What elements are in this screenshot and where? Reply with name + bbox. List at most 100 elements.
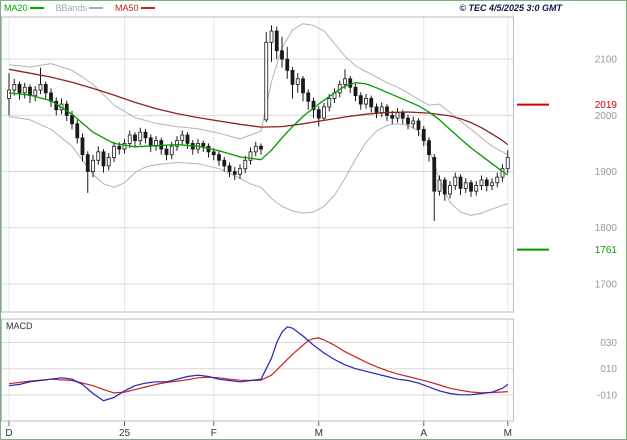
candle-body	[85, 154, 90, 172]
price-axis-label: 2000	[595, 111, 618, 122]
legend-item-ma50: MA50	[115, 2, 155, 14]
x-axis-label: 25	[119, 428, 131, 439]
candle-body	[211, 151, 216, 156]
candle-body	[169, 145, 174, 156]
candle-body	[427, 140, 431, 156]
bb-upper-line	[8, 23, 509, 156]
candle-body	[458, 176, 463, 189]
macd-axis-label: -010	[597, 390, 617, 401]
candle-body	[122, 143, 127, 150]
ma20-line	[8, 82, 509, 176]
candle-body	[143, 131, 148, 139]
candle-body	[33, 89, 38, 97]
candle-body	[453, 176, 458, 186]
candle-body	[180, 134, 185, 142]
legend: MA20 BBands MA50	[4, 2, 155, 14]
candle-body	[22, 86, 27, 94]
candle-body	[248, 151, 253, 161]
candle-body	[316, 109, 321, 119]
candle-body	[106, 157, 111, 167]
support-label: 1761	[595, 245, 618, 256]
candle-body	[185, 134, 190, 144]
candle-body	[243, 159, 248, 170]
macd-panel-title: MACD	[6, 321, 33, 331]
legend-bbands-label: BBands	[55, 3, 88, 13]
candle-body	[217, 154, 221, 161]
candle-body	[432, 157, 437, 192]
ma20-line-swatch-icon	[29, 7, 44, 9]
price-axis-label: 1800	[595, 223, 618, 234]
candle-body	[343, 78, 347, 85]
candle-body	[96, 151, 101, 161]
candle-body	[311, 100, 316, 111]
candle-body	[448, 185, 452, 195]
candle-body	[469, 182, 473, 192]
candle-body	[127, 134, 132, 144]
candle-body	[227, 165, 232, 172]
macd-line	[8, 326, 509, 402]
candle-body	[101, 151, 106, 167]
candle-body	[374, 106, 379, 113]
candle-body	[80, 137, 85, 156]
candle-body	[390, 114, 395, 119]
candle-body	[43, 84, 48, 94]
candle-body	[505, 157, 510, 170]
candle-body	[306, 92, 311, 102]
price-axis-label: 1900	[595, 167, 618, 178]
candle-body	[364, 98, 368, 105]
candle-body	[358, 95, 363, 105]
candle-body	[442, 179, 447, 195]
x-axis-label: D	[5, 428, 12, 439]
candle-body	[495, 176, 500, 184]
candle-body	[133, 134, 137, 142]
candle-body	[479, 179, 484, 186]
x-axis-label: F	[211, 428, 217, 439]
legend-item-bbands: BBands	[56, 2, 104, 14]
price-axis-label: 2100	[595, 55, 618, 66]
candle-body	[75, 123, 80, 139]
candle-body	[369, 98, 374, 108]
copyright-text: © TEC 4/5/2025 3:0 GMT	[459, 3, 562, 13]
candle-body	[91, 159, 95, 172]
x-axis-label: A	[420, 428, 427, 439]
ma50-line	[8, 68, 509, 146]
candle-body	[285, 58, 290, 71]
candle-body	[322, 106, 326, 119]
candle-body	[484, 179, 489, 186]
legend-ma20-label: MA20	[4, 3, 28, 13]
candle-body	[353, 86, 358, 97]
ma50-line-swatch-icon	[140, 7, 155, 9]
candle-body	[175, 140, 179, 147]
candle-body	[274, 30, 279, 52]
price-axis-label: 1700	[595, 279, 618, 290]
candle-body	[7, 89, 11, 99]
candle-body	[253, 145, 258, 153]
candle-body	[301, 78, 305, 94]
macd-axis-label: 010	[600, 364, 617, 375]
price-panel-frame	[1, 16, 514, 313]
candle-body	[148, 137, 153, 147]
candle-body	[379, 106, 384, 113]
candle-body	[406, 117, 410, 125]
candle-body	[138, 131, 143, 142]
candle-body	[264, 41, 269, 121]
candle-body	[290, 69, 295, 85]
resistance-label: 2019	[595, 100, 618, 111]
macd-panel-frame	[1, 318, 514, 422]
candle-body	[17, 84, 22, 94]
candle-body	[474, 185, 479, 192]
candle-body	[437, 179, 442, 192]
x-axis-label: M	[504, 428, 512, 439]
candle-body	[238, 168, 242, 175]
candle-body	[463, 182, 468, 189]
candle-body	[400, 112, 405, 119]
x-axis-label: M	[315, 428, 323, 439]
candle-body	[416, 120, 421, 130]
candle-body	[112, 145, 116, 158]
macd-axis-label: 030	[600, 338, 617, 349]
candle-body	[70, 114, 74, 125]
bbands-line-swatch-icon	[89, 7, 104, 9]
legend-ma50-label: MA50	[115, 3, 139, 13]
